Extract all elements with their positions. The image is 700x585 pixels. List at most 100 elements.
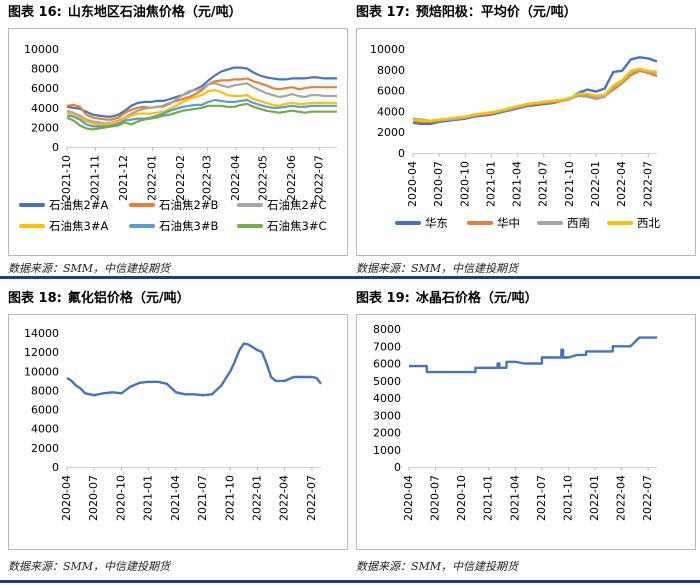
x-tick-label: 2021-10 — [563, 161, 576, 207]
legend-label: 西北 — [637, 216, 660, 230]
y-tick-label: 8000 — [31, 63, 59, 76]
legend-swatch — [19, 203, 45, 207]
x-tick-label: 2022-02 — [174, 155, 187, 201]
y-tick-label: 8000 — [373, 323, 401, 336]
legend-item: 石油焦2#A — [19, 197, 108, 213]
y-tick-label: 2000 — [31, 442, 59, 455]
legend-item: 华东 — [395, 215, 448, 231]
x-tick-label: 2022-01 — [589, 161, 602, 207]
figure-label-18: 图表 18: — [8, 291, 62, 306]
y-tick-label: 3000 — [373, 409, 401, 422]
y-tick-label: 10000 — [24, 365, 59, 378]
title-text-16: 山东地区石油焦价格（元/吨） — [67, 5, 242, 20]
x-tick-label: 2021-01 — [142, 475, 155, 521]
x-tick-label: 2021-04 — [508, 475, 521, 521]
y-tick-label: 7000 — [373, 340, 401, 353]
y-tick-label: 2000 — [373, 427, 401, 440]
legend-label: 石油焦2#A — [49, 198, 109, 212]
legend-label: 石油焦3#A — [49, 219, 109, 233]
y-tick-label: 0 — [52, 141, 59, 154]
chart-title-18: 图表 18: 氟化铝价格（元/吨） — [8, 288, 348, 310]
legend-swatch — [537, 221, 563, 225]
y-tick-label: 6000 — [373, 358, 401, 371]
figure-label-17: 图表 17: — [356, 5, 410, 20]
x-tick-label: 2022-04 — [278, 475, 291, 521]
legend-swatch — [129, 203, 155, 207]
x-tick-label: 2021-10 — [561, 475, 574, 521]
legend-label: 西南 — [567, 216, 590, 230]
y-tick-label: 4000 — [377, 105, 405, 118]
title-text-18: 氟化铝价格（元/吨） — [67, 291, 190, 306]
legend-label: 石油焦3#C — [267, 219, 327, 233]
x-tick-label: 2021-12 — [117, 155, 130, 201]
legend-swatch — [467, 221, 493, 225]
series-line — [66, 342, 322, 397]
chart-frame-19: 0 1000 2000 3000 4000 5000 6000 7000 8000 2020-04… — [356, 314, 696, 550]
y-tick-label: 2000 — [377, 126, 405, 139]
y-tick-label: 0 — [394, 461, 401, 474]
x-tick-label: 2021-10 — [223, 475, 236, 521]
chart-title-17: 图表 17: 预焙阳极：平均价（元/吨） — [356, 2, 696, 24]
x-tick-label: 2020-07 — [432, 161, 445, 207]
y-tick-label: 8000 — [31, 384, 59, 397]
y-tick-label: 4000 — [31, 102, 59, 115]
line-chart-19: 0 1000 2000 3000 4000 5000 6000 7000 8000 2020-04… — [373, 323, 657, 521]
y-tick-label: 1000 — [373, 444, 401, 457]
chart-frame-16: 0 2000 4000 6000 8000 10000 2021-10 2021-11 2021… — [8, 28, 348, 256]
chart-title-16: 图表 16: 山东地区石油焦价格（元/吨） — [8, 2, 348, 24]
x-tick-label: 2022-01 — [251, 475, 264, 521]
legend-swatch — [19, 224, 45, 228]
y-tick-label: 6000 — [31, 82, 59, 95]
legend-item: 石油焦2#C — [237, 197, 326, 213]
y-tick-label: 2000 — [31, 121, 59, 134]
legend-label: 石油焦2#B — [159, 198, 219, 212]
series-line — [412, 56, 658, 126]
legend-item: 石油焦2#B — [129, 197, 218, 213]
x-tick-label: 2021-07 — [537, 161, 550, 207]
x-tick-label: 2021-04 — [511, 161, 524, 207]
legend-16: 石油焦2#A 石油焦2#B 石油焦2#C 石油焦3#A 石油焦3#B 石油焦3#… — [9, 197, 347, 255]
divider-bottom — [0, 580, 700, 583]
series-line — [66, 102, 337, 131]
x-tick-label: 2022-01 — [588, 475, 601, 521]
x-tick-label: 2022-07 — [641, 161, 654, 207]
y-tick-label: 14000 — [24, 327, 59, 340]
x-tick-label: 2022-07 — [641, 475, 654, 521]
x-tick-label: 2020-04 — [402, 475, 415, 521]
legend-swatch — [237, 203, 263, 207]
legend-item: 西北 — [607, 215, 660, 231]
y-tick-label: 5000 — [373, 375, 401, 388]
source-note-16: 数据来源：SMM，中信建投期货 — [8, 262, 171, 275]
legend-item: 石油焦3#B — [129, 218, 218, 234]
x-tick-label: 2022-04 — [229, 155, 242, 201]
x-tick-label: 2022-04 — [615, 475, 628, 521]
legend-item: 西南 — [537, 215, 590, 231]
x-tick-label: 2022-03 — [201, 155, 214, 201]
y-tick-label: 0 — [52, 461, 59, 474]
x-tick-label: 2020-07 — [87, 475, 100, 521]
x-tick-label: 2021-07 — [535, 475, 548, 521]
legend-swatch — [129, 224, 155, 228]
x-tick-label: 2022-05 — [257, 155, 270, 201]
line-chart-16: 0 2000 4000 6000 8000 10000 2021-10 2021-11 2021… — [24, 43, 337, 201]
source-note-18: 数据来源：SMM，中信建投期货 — [8, 560, 171, 573]
y-tick-label: 10000 — [24, 43, 59, 56]
x-tick-label: 2020-04 — [60, 475, 73, 521]
source-note-17: 数据来源：SMM，中信建投期货 — [356, 262, 519, 275]
y-tick-label: 10000 — [370, 43, 405, 56]
y-tick-label: 12000 — [24, 346, 59, 359]
legend-swatch — [395, 221, 421, 225]
legend-item: 石油焦3#A — [19, 218, 108, 234]
x-tick-label: 2020-07 — [429, 475, 442, 521]
divider-top — [0, 276, 700, 279]
x-tick-label: 2021-10 — [60, 155, 73, 201]
x-tick-label: 2022-07 — [305, 475, 318, 521]
x-tick-label: 2021-01 — [482, 475, 495, 521]
x-tick-label: 2022-01 — [146, 155, 159, 201]
x-tick-label: 2021-07 — [196, 475, 209, 521]
y-tick-label: 4000 — [31, 423, 59, 436]
y-tick-label: 0 — [398, 147, 405, 160]
legend-swatch — [607, 221, 633, 225]
legend-label: 石油焦2#C — [267, 198, 327, 212]
legend-swatch — [237, 224, 263, 228]
